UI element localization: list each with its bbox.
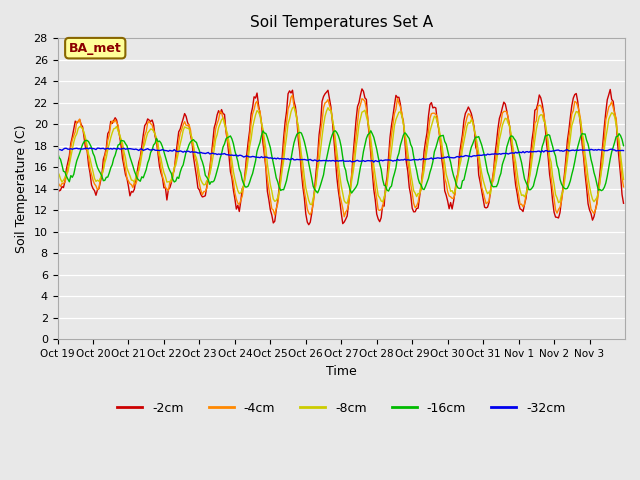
- -16cm: [620, 143, 627, 149]
- -4cm: [544, 146, 552, 152]
- -16cm: [348, 190, 355, 196]
- -8cm: [73, 131, 81, 137]
- -4cm: [620, 184, 627, 190]
- -32cm: [618, 147, 626, 153]
- -16cm: [91, 154, 99, 159]
- -8cm: [91, 176, 99, 181]
- -8cm: [290, 104, 298, 110]
- Text: BA_met: BA_met: [69, 42, 122, 55]
- Line: -2cm: -2cm: [58, 89, 623, 225]
- Line: -16cm: -16cm: [58, 131, 623, 193]
- -16cm: [367, 128, 374, 133]
- -32cm: [460, 154, 468, 159]
- -32cm: [370, 159, 378, 165]
- -2cm: [73, 120, 81, 126]
- Title: Soil Temperatures Set A: Soil Temperatures Set A: [250, 15, 433, 30]
- -8cm: [620, 177, 627, 182]
- Y-axis label: Soil Temperature (C): Soil Temperature (C): [15, 124, 28, 253]
- -2cm: [544, 154, 552, 160]
- -2cm: [620, 200, 627, 206]
- -16cm: [345, 181, 353, 187]
- -32cm: [92, 147, 100, 153]
- -8cm: [618, 164, 626, 169]
- -4cm: [340, 214, 348, 220]
- -8cm: [460, 139, 468, 144]
- -4cm: [348, 172, 355, 178]
- -32cm: [620, 148, 627, 154]
- Line: -8cm: -8cm: [58, 107, 623, 204]
- -8cm: [308, 202, 316, 207]
- -2cm: [460, 118, 468, 123]
- -32cm: [73, 145, 81, 151]
- -2cm: [346, 186, 354, 192]
- X-axis label: Time: Time: [326, 365, 356, 378]
- -4cm: [91, 181, 99, 187]
- -2cm: [91, 188, 99, 193]
- -4cm: [54, 179, 61, 184]
- -16cm: [618, 137, 626, 143]
- Line: -32cm: -32cm: [58, 148, 623, 162]
- -16cm: [73, 158, 81, 164]
- -32cm: [54, 146, 61, 152]
- -2cm: [358, 86, 366, 92]
- Legend: -2cm, -4cm, -8cm, -16cm, -32cm: -2cm, -4cm, -8cm, -16cm, -32cm: [112, 397, 570, 420]
- -8cm: [544, 138, 552, 144]
- -16cm: [544, 132, 552, 137]
- Line: -4cm: -4cm: [58, 95, 623, 217]
- -4cm: [618, 175, 626, 180]
- -32cm: [86, 145, 94, 151]
- -16cm: [54, 149, 61, 155]
- -2cm: [54, 183, 61, 189]
- -4cm: [73, 119, 81, 124]
- -8cm: [348, 178, 355, 184]
- -2cm: [618, 192, 626, 197]
- -4cm: [289, 92, 296, 98]
- -2cm: [305, 222, 312, 228]
- -32cm: [544, 149, 552, 155]
- -16cm: [460, 177, 468, 183]
- -32cm: [346, 158, 354, 164]
- -4cm: [460, 128, 468, 134]
- -8cm: [54, 169, 61, 175]
